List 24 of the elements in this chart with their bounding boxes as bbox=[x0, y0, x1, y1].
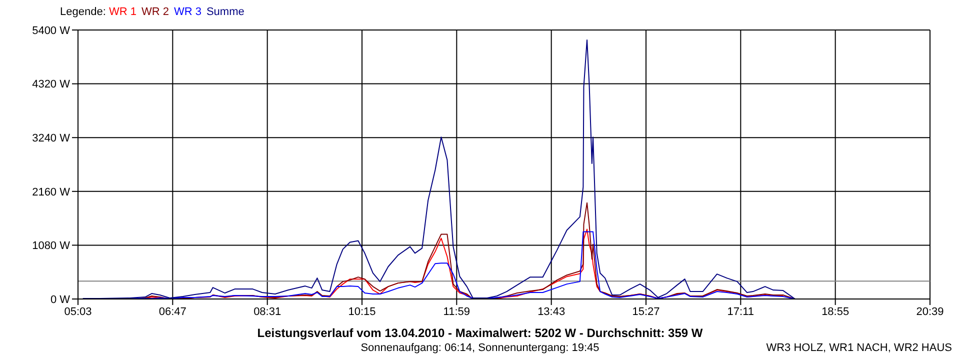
x-tick-label: 15:27 bbox=[632, 306, 660, 318]
legend-title: Legende: bbox=[60, 6, 107, 18]
text: WR 1 bbox=[108, 6, 136, 18]
y-tick-label: 3240 W bbox=[32, 132, 71, 145]
y-tick-label: 0 W bbox=[50, 294, 71, 306]
y-tick-label: 1080 W bbox=[32, 240, 71, 252]
x-tick-label: 11:59 bbox=[443, 306, 470, 318]
x-tick-label: 05:03 bbox=[64, 306, 92, 318]
text: Leistungsverlauf vom 13.04.2010 - Maximalwert: 5202 W - Durchschnitt: 359 W bbox=[256, 326, 704, 340]
y-tick-label: 4320 W bbox=[32, 78, 71, 91]
x-tick-label: 20:39 bbox=[916, 306, 944, 318]
x-tick-label: 10:15 bbox=[348, 306, 376, 318]
text: Sonnenaufgang: 06:14, Sonnenuntergang: 19:45 bbox=[360, 342, 600, 354]
text: WR 3 bbox=[174, 6, 202, 18]
x-tick-label: 17:11 bbox=[727, 306, 754, 318]
y-tick-label: 2160 W bbox=[32, 186, 71, 198]
x-tick-label: 18:55 bbox=[822, 306, 850, 318]
x-tick-label: 08:31 bbox=[254, 306, 282, 318]
y-tick-label: 5400 W bbox=[32, 24, 71, 37]
text: WR 2 bbox=[141, 6, 169, 18]
text: Summe bbox=[206, 6, 244, 18]
text: WR3 HOLZ, WR1 NACH, WR2 HAUS bbox=[766, 342, 952, 354]
x-tick-label: 06:47 bbox=[158, 306, 186, 318]
x-tick-label: 13:43 bbox=[538, 306, 566, 318]
